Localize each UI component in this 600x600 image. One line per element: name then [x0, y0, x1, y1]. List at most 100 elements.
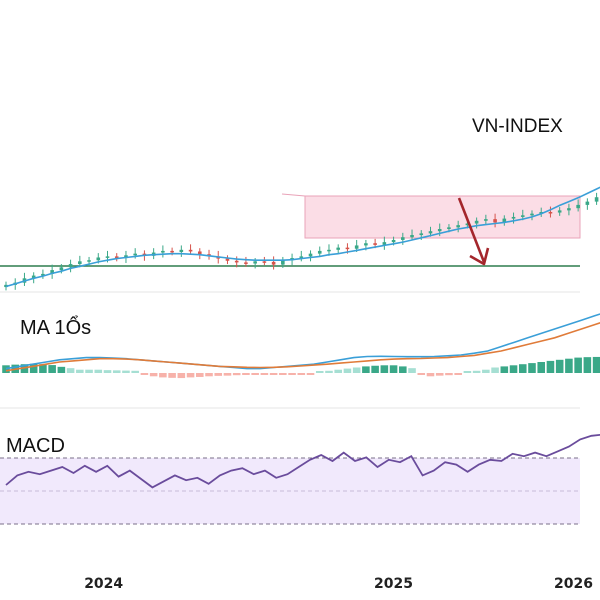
candle-body — [373, 243, 377, 245]
candle-body — [59, 267, 64, 271]
histogram-bar — [380, 365, 389, 373]
histogram-bar — [454, 373, 462, 375]
forecast-arrow — [457, 197, 490, 266]
histogram-bar — [445, 373, 453, 376]
candle-body — [179, 249, 184, 253]
histogram-bar — [232, 373, 241, 376]
histogram-bar — [537, 362, 546, 373]
histogram-bar — [389, 365, 398, 373]
histogram-bar — [417, 373, 426, 375]
candle-body — [474, 220, 479, 224]
histogram-bar — [196, 373, 204, 377]
panel-ma: MA 1Ổs — [2, 313, 600, 379]
candle-body — [530, 213, 534, 216]
candle-body — [262, 261, 267, 263]
histogram-bar — [371, 365, 379, 373]
histogram-bar — [186, 373, 195, 378]
candle-body — [567, 208, 571, 211]
histogram-bar — [565, 358, 573, 373]
candle-body — [511, 216, 516, 219]
candle-body — [520, 215, 525, 217]
histogram-bar — [288, 373, 296, 375]
candle-body — [253, 261, 257, 264]
histogram-bar — [214, 373, 223, 376]
candle-body — [50, 270, 54, 274]
histogram-bar — [29, 363, 38, 373]
histogram-bar — [574, 357, 582, 373]
price-zone — [304, 195, 581, 239]
candle-body — [594, 197, 599, 202]
histogram-bar — [463, 371, 472, 373]
histogram-bar — [20, 364, 29, 373]
histogram-bar — [131, 370, 139, 373]
histogram-bar — [205, 373, 213, 377]
histogram-bars — [2, 356, 600, 379]
histogram-bar — [66, 368, 75, 373]
candle-body — [437, 229, 442, 232]
histogram-bar — [399, 366, 407, 373]
histogram-bar — [39, 364, 47, 373]
histogram-bar — [269, 373, 278, 375]
histogram-bar — [325, 370, 333, 373]
candle-body — [447, 227, 451, 229]
candle-body — [382, 242, 387, 245]
candle-body — [465, 223, 470, 226]
candle-body — [548, 212, 553, 214]
histogram-bar — [168, 373, 176, 378]
candle-body — [401, 237, 405, 240]
candle-body — [105, 256, 110, 258]
histogram-bar — [509, 365, 518, 373]
candle-body — [345, 247, 350, 250]
candle-body — [225, 258, 230, 261]
histogram-bar — [435, 373, 444, 376]
candle-body — [419, 233, 424, 236]
candle-body — [41, 273, 45, 276]
candle-body — [124, 255, 128, 259]
histogram-bar — [491, 367, 499, 373]
histogram-bar — [546, 360, 555, 373]
histogram-bar — [223, 373, 232, 376]
candle-body — [133, 253, 137, 256]
panel-title-macd: MACD — [6, 435, 65, 457]
candle-body — [281, 260, 285, 265]
histogram-bar — [334, 369, 342, 373]
histogram-bar — [500, 366, 509, 373]
histogram-bar — [306, 373, 315, 375]
candle-body — [271, 261, 276, 265]
moving-average-line — [5, 186, 600, 288]
x-tick-label: 2025 — [374, 576, 413, 592]
histogram-bar — [242, 373, 250, 375]
histogram-bar — [159, 373, 167, 378]
candle-body — [502, 218, 507, 223]
candle-body — [327, 249, 331, 252]
histogram-bar — [177, 373, 186, 379]
histogram-bar — [583, 357, 592, 373]
histogram-bar — [94, 369, 103, 373]
candle-body — [299, 256, 304, 259]
panel-title-ma: MA 1Ổs — [20, 315, 91, 339]
candle-body — [493, 219, 497, 223]
candle-body — [410, 235, 414, 238]
histogram-bar — [149, 373, 158, 377]
candle-body — [308, 253, 313, 257]
price-zone-connector — [281, 193, 306, 197]
histogram-bar — [279, 373, 287, 375]
histogram-bar — [85, 369, 93, 373]
histogram-bar — [48, 365, 56, 373]
candle-body — [96, 257, 101, 261]
candle-body — [244, 262, 248, 264]
histogram-bar — [251, 373, 259, 375]
candle-body — [170, 250, 174, 253]
candle-body — [188, 249, 193, 252]
candle-body — [364, 243, 368, 246]
candle-body — [317, 250, 322, 254]
candle-body — [78, 261, 82, 265]
chart-title-vnindex: VN-INDEX — [472, 116, 563, 137]
candle-body — [114, 256, 119, 259]
histogram-bar — [528, 363, 536, 373]
histogram-bar — [122, 370, 130, 373]
histogram-bar — [352, 367, 361, 373]
histogram-bar — [518, 364, 527, 373]
candle-body — [68, 264, 73, 268]
